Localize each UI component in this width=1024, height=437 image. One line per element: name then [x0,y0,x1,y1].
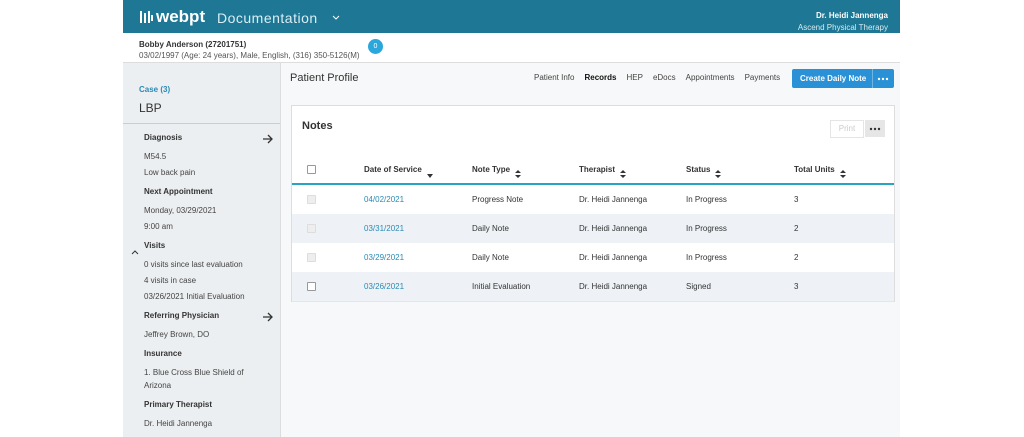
cell: Dr. Heidi Jannenga [579,195,648,204]
section-line: 4 visits in case [144,276,197,285]
column-header[interactable]: Therapist [579,165,616,174]
cell: Progress Note [472,195,524,204]
cell: Dr. Heidi Jannenga [579,253,648,262]
collapse-caret-svg[interactable] [131,249,139,255]
section-line: Jeffrey Brown, DO [144,330,210,339]
table-row [292,272,894,302]
sort-icon[interactable] [620,165,626,183]
cell: 2 [794,253,799,262]
header-rule [292,183,894,185]
checkbox[interactable] [307,165,316,174]
nav-link[interactable]: HEP [626,73,643,82]
collapse-caret[interactable] [131,242,139,260]
column-header[interactable]: Note Type [472,165,511,174]
top-bar: webpt Documentation Dr. Heidi Jannenga A… [123,0,900,33]
case-name: LBP [139,101,162,115]
arrow-link[interactable] [262,131,274,149]
cell: Initial Evaluation [472,282,531,291]
date-link[interactable]: 03/29/2021 [364,253,405,262]
section-title: Diagnosis [144,133,183,142]
notes-card: Notes Print Date of Service Note Type Ther… [291,105,895,302]
print-button[interactable]: Print [830,120,864,138]
column-header[interactable]: Date of Service [364,165,422,174]
arrow-link-svg[interactable] [262,312,274,322]
cell: Daily Note [472,253,509,262]
logo-icon [140,11,153,23]
checkbox[interactable] [307,224,316,233]
section-line: M54.5 [144,152,167,161]
cell: In Progress [686,224,727,233]
button-label[interactable]: Create Daily Note [800,74,867,83]
cell: Dr. Heidi Jannenga [579,282,648,291]
nav-link[interactable]: Appointments [685,73,735,82]
date-link[interactable]: 04/02/2021 [364,195,405,204]
badge[interactable]: 0 [368,39,383,54]
app: webpt Documentation Dr. Heidi Jannenga A… [123,0,900,437]
user[interactable]: Dr. Heidi Jannenga [815,11,888,20]
nav-link[interactable]: Records [584,73,617,82]
patient-name: Bobby Anderson (27201751) [139,40,247,49]
sidebar: Case (3) LBP Diagnosis M54.5 Low back pain… [123,63,281,437]
notes-title: Notes [302,120,333,132]
sort-icon-svg[interactable] [620,170,626,178]
cell: Dr. Heidi Jannenga [579,224,648,233]
arrow-link-svg[interactable] [262,134,274,144]
section-title: Insurance [144,349,182,358]
case-label[interactable]: Case (3) [139,85,171,94]
cell: 2 [794,224,799,233]
section-line: 9:00 am [144,222,173,231]
patient-details: 03/02/1997 (Age: 24 years), Male, Englis… [139,51,360,60]
section-line: Low back pain [144,168,196,177]
column-header[interactable]: Status [686,165,711,174]
date-link[interactable]: 03/26/2021 [364,282,405,291]
nav-link[interactable]: Patient Info [534,73,575,82]
cell: Signed [686,282,711,291]
page-title: Patient Profile [290,72,359,84]
sort-icon[interactable] [427,168,433,186]
checkbox[interactable] [307,253,316,262]
nav-link[interactable]: Payments [744,73,781,82]
checkbox[interactable] [307,282,316,291]
nav-link[interactable]: eDocs [652,73,676,82]
cell: 3 [794,282,799,291]
checkbox[interactable] [307,195,316,204]
section-title: Visits [144,241,166,250]
logo: webpt [156,7,206,26]
sort-icon-svg[interactable] [840,170,846,178]
section-title: Primary Therapist [144,400,213,409]
chevron[interactable] [332,15,340,21]
patient-bar: Bobby Anderson (27201751) 03/02/1997 (Ag… [123,33,900,63]
sort-icon[interactable] [715,165,721,183]
sort-icon-svg[interactable] [515,170,521,178]
section-line: Monday, 03/29/2021 [144,206,217,215]
sort-icon-svg[interactable] [715,170,721,178]
cell: In Progress [686,195,727,204]
date-link[interactable]: 03/31/2021 [364,224,405,233]
more-icon[interactable] [869,127,881,131]
cell: Daily Note [472,224,509,233]
sort-icon[interactable] [840,165,846,183]
section-title: Next Appointment [144,187,213,196]
create-button[interactable]: Create Daily Note [792,69,894,88]
nav: Patient Info Records HEP eDocs Appointments P… [534,73,780,82]
column-header[interactable]: Total Units [794,165,835,174]
section-line: 1. Blue Cross Blue Shield of Arizona [144,368,244,390]
more-icon[interactable] [877,77,889,81]
sort-icon[interactable] [515,165,521,183]
section-line: 03/26/2021 Initial Evaluation [144,292,245,301]
divider [123,123,280,124]
section-line: 0 visits since last evaluation [144,260,243,269]
sort-icon-svg[interactable] [427,173,433,181]
more-button[interactable] [865,120,885,137]
arrow-link[interactable] [262,309,274,327]
app-name[interactable]: Documentation [217,10,318,26]
cell: In Progress [686,253,727,262]
table-row [292,214,894,244]
section-title: Referring Physician [144,311,220,320]
cell: 3 [794,195,799,204]
clinic: Ascend Physical Therapy [797,23,888,32]
section-line: Dr. Heidi Jannenga [144,419,213,428]
separator [872,69,873,88]
